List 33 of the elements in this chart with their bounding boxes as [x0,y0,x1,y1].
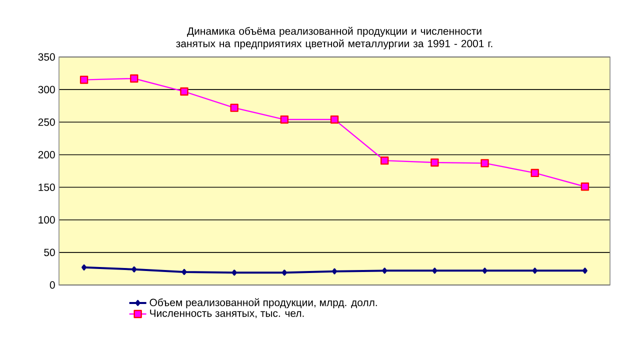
point [432,268,438,274]
point [480,159,489,168]
y-tick-label: 100 [38,216,55,224]
chart-title: Динамика объёма реализованной продукции и численности занятых на предприятиях цветной металлургии за 1991 - 2001 г. [176,26,492,50]
point [282,270,287,276]
legend-label: Объем реализованной продукции, млрд. долл. [150,298,377,308]
y-tick-label: 350 [38,53,55,61]
point [482,268,488,274]
y-tick-label: 50 [44,248,55,256]
point [332,268,337,274]
point [180,87,188,96]
point [132,266,137,272]
point [230,104,238,112]
y-tick-label: 0 [50,281,55,289]
y-tick-label: 300 [38,86,55,94]
point [530,168,539,178]
point [580,182,590,191]
point [80,76,88,84]
point [430,158,439,167]
point [582,268,588,274]
point [130,74,138,83]
y-tick-label: 250 [38,118,55,126]
point [82,264,87,270]
point [280,115,288,124]
legend-label: Численность занятых, тыс. чел. [150,310,304,318]
point [182,268,187,275]
point [532,268,538,274]
point [232,270,237,276]
point [382,268,388,274]
y-tick-label: 200 [38,151,55,158]
y-tick-label: 150 [38,184,55,191]
point [330,115,339,124]
point [380,156,389,165]
